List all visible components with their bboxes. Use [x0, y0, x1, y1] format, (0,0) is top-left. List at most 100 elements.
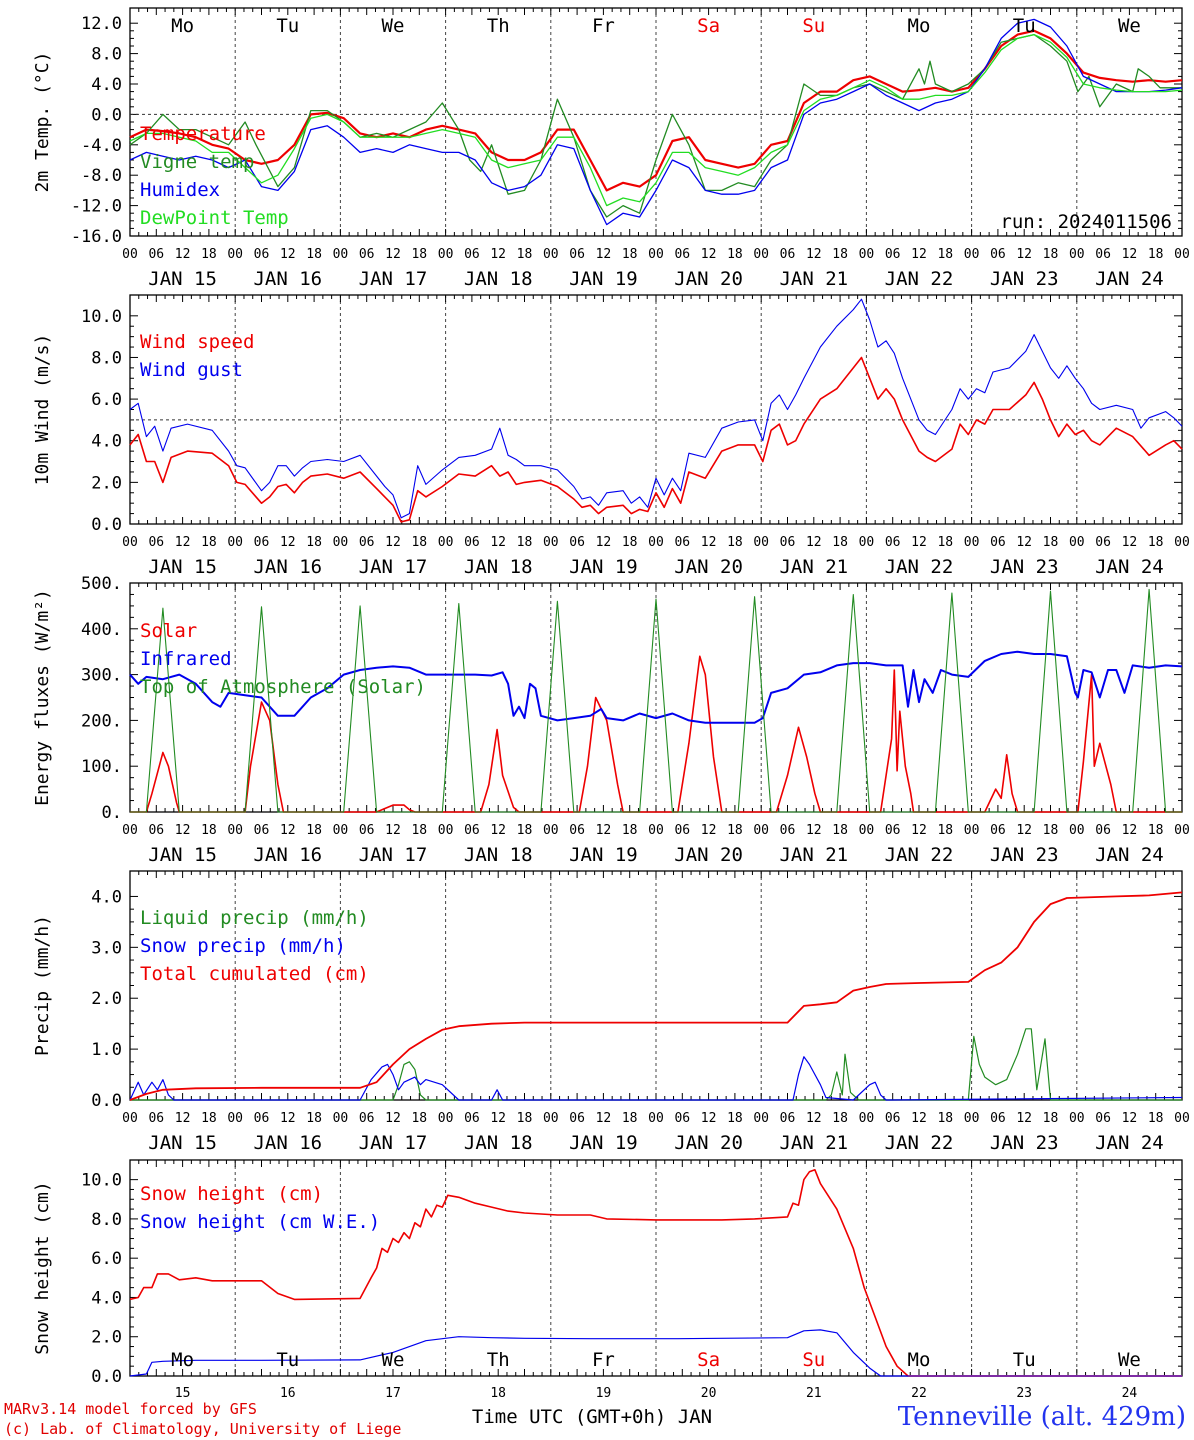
date-label: JAN 19 [569, 268, 638, 290]
legend-entry: Infrared [140, 648, 232, 670]
date-label: JAN 21 [779, 844, 848, 866]
hour-tick-label: 06 [569, 535, 585, 550]
hour-tick-label: 00 [753, 247, 769, 262]
hour-tick-label: 06 [569, 247, 585, 262]
day-number-label: 24 [1122, 1386, 1138, 1401]
day-number-label: 23 [1016, 1386, 1032, 1401]
y-tick-label: 12.0 [81, 14, 122, 34]
hour-tick-label: 06 [1095, 247, 1111, 262]
day-number-label: 17 [385, 1386, 401, 1401]
hour-tick-label: 00 [543, 247, 559, 262]
hour-tick-label: 06 [254, 535, 270, 550]
hour-tick-label: 00 [333, 823, 349, 838]
date-label: JAN 17 [359, 1132, 428, 1154]
hour-tick-label: 06 [148, 1111, 164, 1126]
hour-tick-label: 00 [753, 823, 769, 838]
legend-entry: Humidex [140, 179, 220, 201]
hour-tick-label: 12 [280, 1111, 296, 1126]
run-annotation: run: 2024011506 [1000, 211, 1172, 233]
hour-tick-label: 18 [306, 1111, 322, 1126]
y-tick-label: -12.0 [71, 197, 122, 217]
hour-tick-label: 00 [227, 247, 243, 262]
hour-tick-label: 18 [411, 1111, 427, 1126]
hour-tick-label: 18 [411, 823, 427, 838]
hour-tick-label: 18 [1043, 823, 1059, 838]
y-tick-label: 4.0 [91, 887, 122, 907]
legend-entry: Vigne temp [140, 151, 254, 173]
date-label: JAN 18 [464, 1132, 533, 1154]
lab-credit-line: (c) Lab. of Climatology, University of L… [4, 1420, 402, 1438]
hour-tick-label: 12 [911, 535, 927, 550]
legend-entry: Snow precip (mm/h) [140, 935, 346, 957]
weekday-label-top: Th [487, 15, 510, 37]
weekday-label-top: We [382, 15, 405, 37]
hour-tick-label: 18 [1043, 535, 1059, 550]
hour-tick-label: 06 [1095, 1111, 1111, 1126]
hour-tick-label: 12 [1016, 247, 1032, 262]
y-tick-label: 4.0 [91, 432, 122, 452]
hour-tick-label: 06 [990, 823, 1006, 838]
series-line-1 [129, 29, 1183, 192]
date-label: JAN 24 [1095, 1132, 1164, 1154]
hour-tick-label: 00 [1174, 1111, 1190, 1126]
hour-tick-label: 18 [832, 823, 848, 838]
y-tick-label: 8.0 [91, 348, 122, 368]
day-number-label: 19 [596, 1386, 612, 1401]
legend-entry: Solar [140, 620, 197, 642]
y-axis-label: Precip (mm/h) [32, 915, 53, 1056]
y-tick-label: 6.0 [91, 1249, 122, 1269]
y-tick-label: 0. [102, 803, 122, 823]
date-label: JAN 23 [990, 1132, 1059, 1154]
hour-tick-label: 06 [359, 823, 375, 838]
y-tick-label: 0.0 [91, 1091, 122, 1111]
hour-tick-label: 06 [780, 1111, 796, 1126]
y-tick-label: 500. [81, 574, 122, 594]
hour-tick-label: 00 [859, 535, 875, 550]
hour-tick-label: 06 [674, 1111, 690, 1126]
y-axis-label: 10m Wind (m/s) [32, 334, 53, 486]
y-tick-label: -16.0 [71, 227, 122, 247]
date-label: JAN 17 [359, 268, 428, 290]
hour-tick-label: 18 [832, 1111, 848, 1126]
hour-tick-label: 06 [990, 247, 1006, 262]
legend-entry: Snow height (cm W.E.) [140, 1211, 380, 1233]
hour-tick-label: 18 [832, 535, 848, 550]
hour-tick-label: 18 [517, 535, 533, 550]
legend-entry: Wind speed [140, 331, 254, 353]
hour-tick-label: 12 [1016, 1111, 1032, 1126]
day-number-label: 16 [280, 1386, 296, 1401]
weekday-label-top: Mo [908, 15, 931, 37]
hour-tick-label: 06 [254, 823, 270, 838]
y-tick-label: 10.0 [81, 307, 122, 327]
hour-tick-label: 06 [464, 535, 480, 550]
series-line-3 [129, 891, 1183, 1101]
weekday-label-top: Tu [276, 15, 299, 37]
hour-tick-label: 00 [543, 535, 559, 550]
hour-tick-label: 00 [543, 1111, 559, 1126]
hour-tick-label: 12 [806, 247, 822, 262]
series-line-2 [129, 1329, 1182, 1377]
hour-tick-label: 06 [359, 1111, 375, 1126]
hour-tick-label: 18 [1148, 823, 1164, 838]
hour-tick-label: 12 [596, 247, 612, 262]
date-label: JAN 15 [148, 1132, 217, 1154]
hour-tick-label: 06 [780, 535, 796, 550]
hour-tick-label: 18 [1043, 1111, 1059, 1126]
hour-tick-label: 12 [280, 535, 296, 550]
weekday-label-bottom: Fr [592, 1349, 615, 1371]
hour-tick-label: 12 [806, 823, 822, 838]
hour-tick-label: 12 [385, 823, 401, 838]
hour-tick-label: 06 [885, 823, 901, 838]
hour-tick-label: 06 [990, 1111, 1006, 1126]
hour-tick-label: 18 [622, 823, 638, 838]
hour-tick-label: 18 [1148, 535, 1164, 550]
hour-tick-label: 18 [411, 247, 427, 262]
hour-tick-label: 12 [175, 535, 191, 550]
hour-tick-label: 00 [753, 535, 769, 550]
hour-tick-label: 12 [701, 247, 717, 262]
weekday-label-top: Sa [697, 15, 720, 37]
hour-tick-label: 18 [622, 247, 638, 262]
series-line-3 [130, 588, 1182, 813]
hour-tick-label: 00 [648, 823, 664, 838]
hour-tick-label: 00 [122, 823, 138, 838]
